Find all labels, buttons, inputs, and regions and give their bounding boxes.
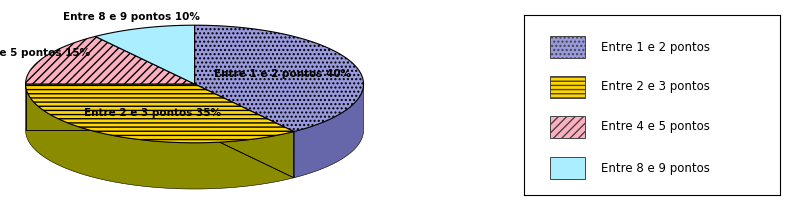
- Text: Entre 4 e 5 pontos: Entre 4 e 5 pontos: [601, 120, 710, 133]
- Text: Entre 2 e 3 pontos 35%: Entre 2 e 3 pontos 35%: [84, 108, 221, 118]
- Text: Entre 8 e 9 pontos 10%: Entre 8 e 9 pontos 10%: [63, 12, 200, 22]
- FancyBboxPatch shape: [550, 157, 586, 179]
- PathPatch shape: [26, 36, 194, 84]
- PathPatch shape: [26, 84, 294, 143]
- FancyBboxPatch shape: [550, 36, 586, 58]
- PathPatch shape: [26, 84, 294, 189]
- FancyBboxPatch shape: [550, 116, 586, 138]
- Text: Entre 1 e 2 pontos: Entre 1 e 2 pontos: [601, 41, 710, 54]
- Text: Entre 1 e 2 pontos 40%: Entre 1 e 2 pontos 40%: [214, 69, 351, 79]
- PathPatch shape: [95, 25, 194, 84]
- Text: Entre 2 e 3 pontos: Entre 2 e 3 pontos: [601, 80, 710, 93]
- Text: Entre 8 e 9 pontos: Entre 8 e 9 pontos: [601, 162, 710, 175]
- PathPatch shape: [194, 25, 363, 132]
- Text: Entre 4 e 5 pontos 15%: Entre 4 e 5 pontos 15%: [0, 48, 90, 58]
- PathPatch shape: [294, 84, 363, 178]
- FancyBboxPatch shape: [550, 76, 586, 98]
